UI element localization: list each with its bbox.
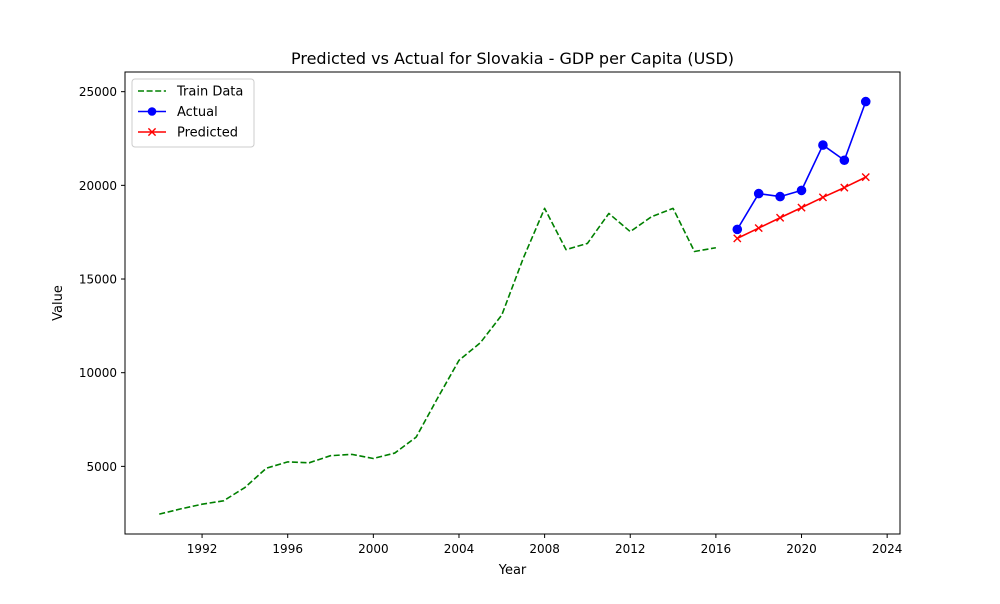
data-point (860, 96, 871, 107)
x-tick-label: 2020 (786, 542, 817, 556)
data-point (818, 193, 828, 202)
x-tick-label: 2000 (358, 542, 389, 556)
x-tick-label: 2024 (872, 542, 903, 556)
x-tick-label: 2012 (615, 542, 646, 556)
data-point (754, 223, 763, 233)
series-actual (732, 96, 871, 235)
data-point (733, 234, 742, 243)
series-predicted (733, 173, 870, 243)
x-tick-label: 1992 (187, 542, 218, 556)
data-point (796, 185, 807, 196)
y-tick-label: 10000 (79, 366, 117, 380)
legend-marker (147, 107, 157, 116)
plot-area (159, 96, 871, 515)
axes-frame (124, 71, 901, 535)
data-point (839, 155, 850, 166)
x-tick-label: 2004 (444, 542, 475, 556)
y-tick-label: 15000 (79, 273, 117, 287)
legend-box (131, 78, 255, 148)
data-point (732, 224, 743, 235)
y-axis-label: Value (51, 285, 66, 321)
data-point (753, 188, 764, 199)
data-point (775, 191, 785, 202)
y-axis: 5000 10000 15000 20000 25000 (79, 85, 125, 474)
x-axis: 1992 1996 2000 2004 2008 2012 2016 2020 2024 (187, 534, 903, 556)
chart-title: Predicted vs Actual for Slovakia - GDP p… (291, 49, 734, 68)
series-line (159, 207, 717, 515)
data-point (861, 173, 870, 182)
y-tick-label: 25000 (79, 85, 117, 99)
x-tick-label: 2016 (701, 542, 732, 556)
series-line (736, 101, 867, 230)
y-tick-label: 5000 (86, 460, 117, 474)
x-tick-label: 1996 (272, 542, 303, 556)
data-point (818, 140, 828, 150)
legend: Train Data Actual Predicted (131, 78, 255, 148)
series-train-data (159, 207, 717, 515)
data-point (776, 213, 785, 222)
y-tick-label: 20000 (79, 179, 117, 193)
legend-label: Train Data (176, 85, 243, 100)
x-tick-label: 2008 (529, 542, 560, 556)
legend-marker (147, 127, 157, 137)
data-point (797, 203, 806, 212)
data-point (840, 183, 849, 192)
x-axis-label: Year (498, 563, 527, 578)
legend-label: Actual (177, 105, 218, 120)
legend-label: Predicted (177, 126, 238, 141)
